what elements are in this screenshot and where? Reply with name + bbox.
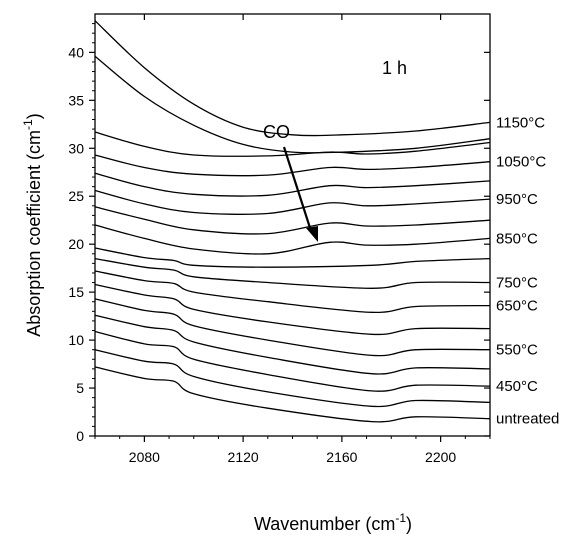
co-arrow bbox=[282, 146, 318, 242]
series-line-1 bbox=[94, 366, 491, 423]
y-tick-label: 10 bbox=[68, 332, 84, 348]
plot-frame bbox=[94, 13, 491, 437]
series-label-1: untreated bbox=[496, 411, 559, 428]
series-line-6 bbox=[94, 283, 491, 336]
y-axis-title: Absorption coefficient (cm-1) bbox=[21, 113, 44, 336]
series-line-5 bbox=[94, 298, 491, 357]
y-axis-ticks: 0 5 10 15 20 25 30 35 40 bbox=[68, 23, 490, 444]
series-line-3 bbox=[94, 330, 491, 392]
series-line-15 bbox=[94, 131, 491, 157]
series-label-12: 950°C bbox=[496, 191, 538, 208]
x-tick-label: 2160 bbox=[326, 449, 357, 465]
series-line-17 bbox=[94, 20, 491, 137]
series-line-8 bbox=[94, 257, 491, 289]
y-tick-label: 0 bbox=[76, 428, 84, 444]
x-tick-label: 2200 bbox=[425, 449, 456, 465]
y-tick-label: 15 bbox=[68, 284, 84, 300]
series-line-14 bbox=[94, 154, 491, 177]
series-line-12 bbox=[94, 189, 491, 215]
x-axis-title: Wavenumber (cm-1) bbox=[254, 511, 412, 534]
y-tick-label: 5 bbox=[76, 380, 84, 396]
series-lines bbox=[94, 20, 491, 423]
series-line-9 bbox=[94, 247, 491, 268]
co-label: CO bbox=[263, 122, 290, 142]
series-labels: untreated 450°C 550°C 650°C 750°C 850°C 950°C 1… bbox=[496, 114, 559, 427]
y-tick-label: 30 bbox=[68, 140, 84, 156]
series-line-10 bbox=[94, 224, 491, 255]
y-tick-label: 40 bbox=[68, 44, 84, 60]
x-axis-ticks: 2080 2120 2160 2200 bbox=[94, 14, 491, 465]
series-line-13 bbox=[94, 172, 491, 197]
series-line-11 bbox=[94, 206, 491, 235]
series-label-17: 1150°C bbox=[496, 114, 545, 131]
series-line-2 bbox=[94, 349, 491, 408]
series-line-4 bbox=[94, 314, 491, 375]
y-tick-label: 20 bbox=[68, 236, 84, 252]
series-line-7 bbox=[94, 270, 491, 313]
series-line-16 bbox=[94, 55, 491, 154]
time-annotation: 1 h bbox=[382, 58, 407, 78]
x-tick-label: 2080 bbox=[129, 449, 160, 465]
series-label-3: 450°C bbox=[496, 378, 538, 395]
y-tick-label: 25 bbox=[68, 188, 84, 204]
series-label-10: 850°C bbox=[496, 230, 538, 247]
y-tick-label: 35 bbox=[68, 92, 84, 108]
x-tick-label: 2120 bbox=[228, 449, 259, 465]
series-label-8: 750°C bbox=[496, 275, 538, 292]
series-label-14: 1050°C bbox=[496, 154, 546, 171]
series-label-7: 650°C bbox=[496, 298, 538, 315]
series-label-5: 550°C bbox=[496, 342, 538, 359]
